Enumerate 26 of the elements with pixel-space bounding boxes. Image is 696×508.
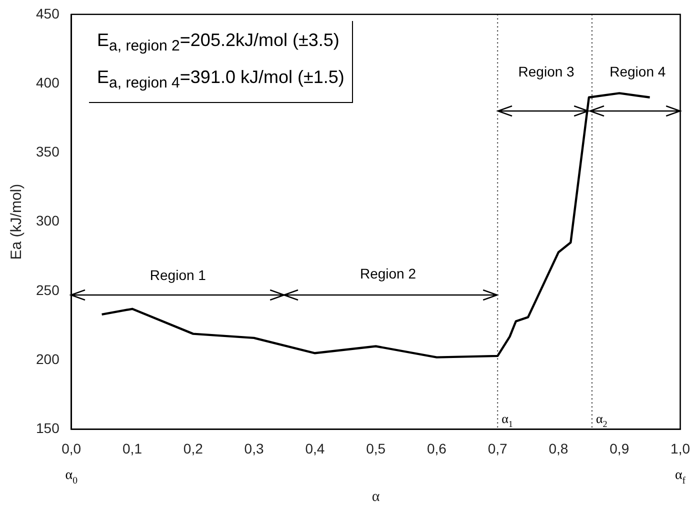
x-tick-label: 1,0 (670, 440, 690, 456)
y-tick-label: 150 (36, 420, 60, 436)
x-tick-label: 0,5 (366, 440, 386, 456)
x-tick-label: 0,7 (488, 440, 508, 456)
x-tick-label: 0,8 (548, 440, 568, 456)
x-tick-label: 0,0 (62, 440, 82, 456)
annotation: Region 3 (518, 64, 575, 80)
x-tick-label: 0,4 (305, 440, 325, 456)
y-tick-label: 400 (36, 74, 60, 90)
y-axis-title: Ea (kJ/mol) (8, 184, 26, 260)
x-tick-label: 0,3 (244, 440, 264, 456)
y-tick-label: 450 (36, 5, 60, 22)
y-tick-label: 300 (36, 212, 60, 229)
x-tick-label: 0,2 (183, 440, 204, 456)
y-tick-label: 250 (36, 282, 60, 298)
annotation: Region 4 (610, 64, 666, 80)
x-axis-title: α (372, 488, 380, 505)
y-tick-label: 200 (36, 350, 60, 367)
annotation: E$_{a, region 2}$=205.2kJ/mol (±3.5) (97, 29, 340, 57)
annotation: Region 2 (360, 265, 416, 282)
x-tick-label: 0,6 (426, 440, 447, 456)
x-tick-label: 0,1 (122, 440, 142, 456)
y-tick-label: 350 (36, 144, 60, 160)
x-tick-label: 0,9 (610, 440, 630, 456)
annotation: Region 1 (150, 266, 206, 283)
annotation: E$_{a, region 4}$=391.0 kJ/mol (±1.5) (97, 66, 344, 94)
